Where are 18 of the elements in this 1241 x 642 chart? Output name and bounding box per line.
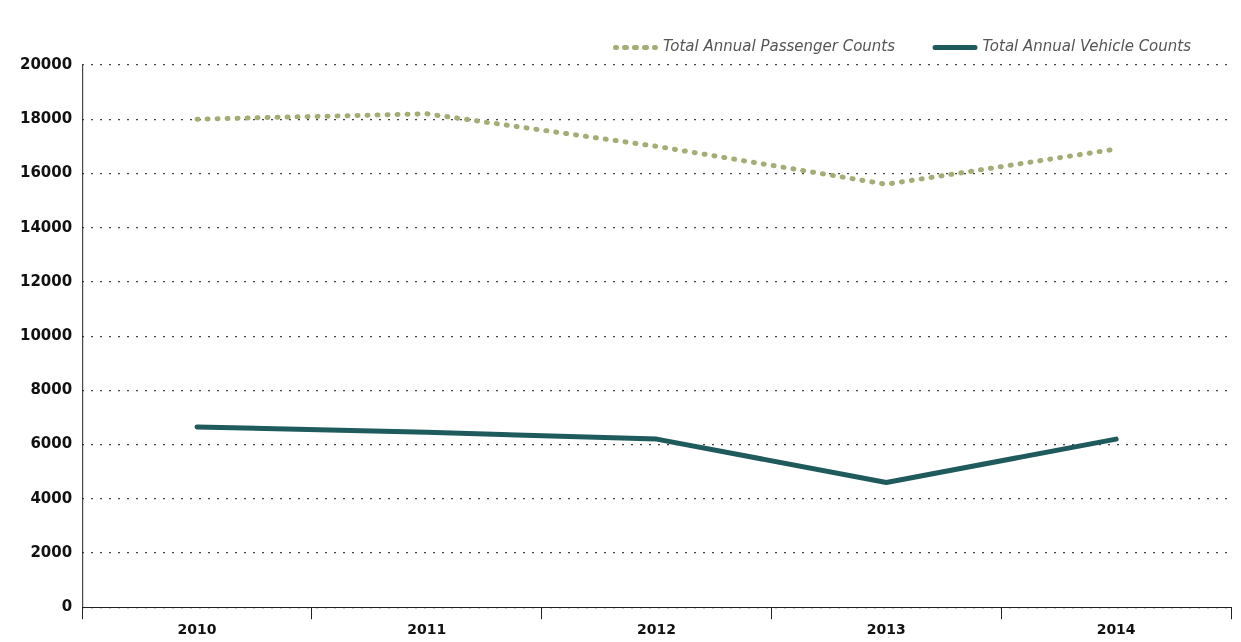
- y-tick-label: 14000: [20, 217, 73, 236]
- x-tick-label: 2012: [637, 621, 677, 638]
- x-tick-label: 2011: [407, 621, 447, 638]
- legend-label: Total Annual Vehicle Counts: [982, 37, 1192, 56]
- y-tick-label: 18000: [20, 109, 73, 128]
- y-tick-label: 4000: [30, 488, 73, 507]
- x-tick-label: 2013: [866, 621, 906, 638]
- y-tick-label: 2000: [30, 542, 73, 561]
- x-tick-label: 2010: [177, 621, 217, 638]
- y-tick-label: 16000: [20, 163, 73, 182]
- y-tick-label: 0: [61, 597, 73, 616]
- x-tick-label: 2014: [1096, 621, 1136, 638]
- y-tick-label: 10000: [20, 325, 73, 344]
- legend-label: Total Annual Passenger Counts: [662, 37, 896, 56]
- y-tick-label: 20000: [20, 54, 73, 73]
- y-tick-label: 12000: [20, 271, 73, 290]
- y-tick-label: 6000: [30, 434, 73, 453]
- y-tick-label: 8000: [30, 380, 73, 399]
